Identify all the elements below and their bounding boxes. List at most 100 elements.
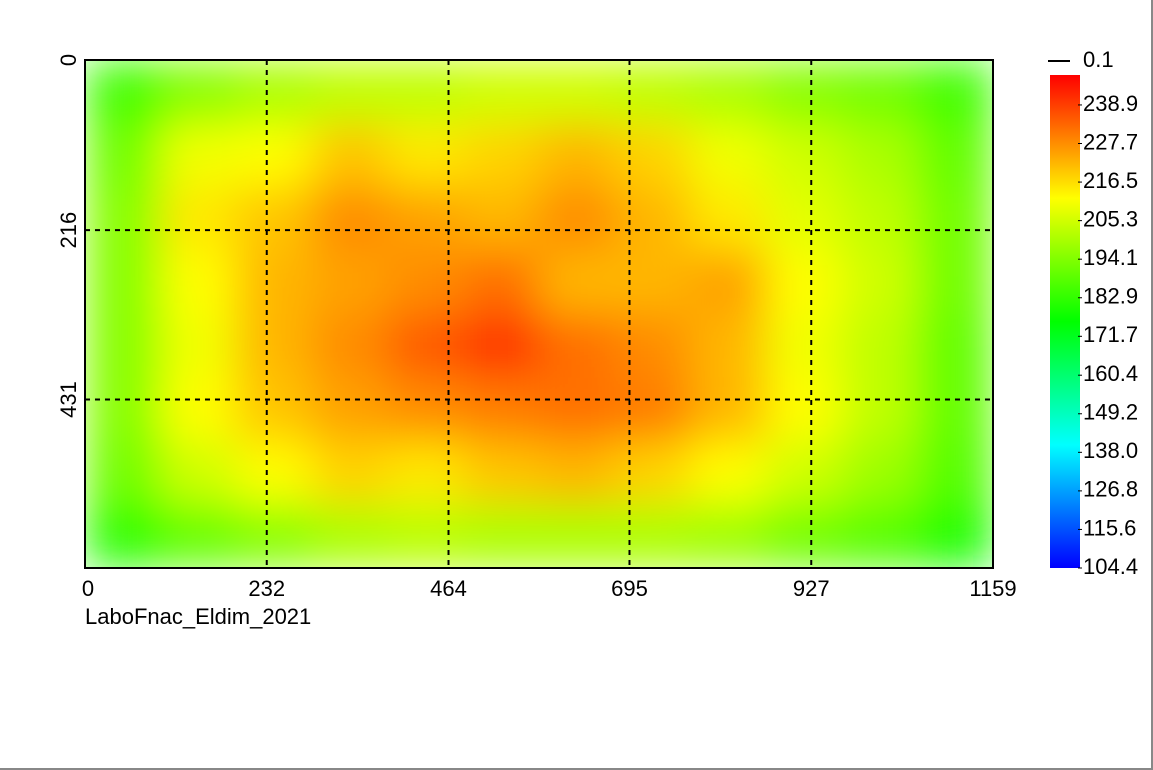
colorbar-tick-label: 149.2 [1083, 400, 1138, 425]
x-tick-label: 0 [82, 576, 94, 601]
heat-cell [614, 60, 691, 124]
heat-cell [463, 377, 540, 442]
heat-cell [690, 314, 767, 378]
heat-cell [841, 187, 918, 251]
heat-cell [539, 250, 616, 315]
colorbar-tick-label: 160.4 [1083, 361, 1138, 386]
heat-cell [539, 504, 616, 568]
heat-cell [917, 123, 993, 188]
heat-cell [236, 441, 313, 505]
heat-cell [539, 123, 616, 188]
heat-cell [539, 187, 616, 251]
heat-cell [917, 60, 993, 124]
heat-cell [236, 314, 313, 378]
colorbar-tick-label: 115.6 [1083, 515, 1136, 540]
heat-cell [463, 250, 540, 315]
heat-cell [85, 187, 162, 251]
heat-cell [85, 377, 162, 442]
heat-cell [236, 377, 313, 442]
heat-cell [312, 187, 389, 251]
colorbar-tick-label: 227.7 [1083, 129, 1138, 154]
heat-cell [917, 504, 993, 568]
heat-cell [614, 504, 691, 568]
colorbar-tick-label: 238.9 [1083, 91, 1138, 116]
heat-cell [917, 187, 993, 251]
heat-cell [160, 187, 237, 251]
heat-cell [160, 60, 237, 124]
heatmap-cells [85, 60, 993, 568]
heat-cell [614, 441, 691, 505]
y-tick-label: 431 [56, 381, 81, 418]
heat-cell [690, 441, 767, 505]
heat-cell [236, 187, 313, 251]
heat-cell [766, 441, 843, 505]
heat-cell [690, 123, 767, 188]
heat-cell [387, 250, 464, 315]
heat-cell [160, 314, 237, 378]
heat-cell [690, 504, 767, 568]
heat-cell [312, 123, 389, 188]
heat-cell [85, 250, 162, 315]
heat-cell [766, 250, 843, 315]
heat-cell [387, 123, 464, 188]
heat-cell [917, 314, 993, 378]
heat-cell [841, 314, 918, 378]
heat-cell [463, 60, 540, 124]
colorbar-tick-label: 104.4 [1083, 554, 1138, 579]
heat-cell [312, 60, 389, 124]
heat-cell [387, 314, 464, 378]
heat-cell [614, 187, 691, 251]
contour-step: 0.1 [1083, 47, 1114, 72]
heat-cell [539, 60, 616, 124]
heat-cell [236, 504, 313, 568]
heat-cell [766, 314, 843, 378]
colorbar-tick-label: 216.5 [1083, 168, 1138, 193]
colorbar-tick-label: 182.9 [1083, 284, 1138, 309]
heat-cell [539, 441, 616, 505]
colorbar-tick-label: 205.3 [1083, 206, 1138, 231]
heat-cell [841, 250, 918, 315]
heat-cell [766, 187, 843, 251]
heat-cell [690, 60, 767, 124]
x-tick-label: 464 [430, 576, 467, 601]
heat-cell [312, 377, 389, 442]
heat-cell [917, 441, 993, 505]
heat-cell [387, 377, 464, 442]
heat-cell [917, 250, 993, 315]
heat-cell [160, 441, 237, 505]
heat-cell [690, 250, 767, 315]
heat-cell [236, 123, 313, 188]
heat-cell [312, 441, 389, 505]
heat-cell [539, 314, 616, 378]
heat-cell [841, 504, 918, 568]
heat-cell [463, 187, 540, 251]
heat-cell [614, 123, 691, 188]
heat-cell [917, 377, 993, 442]
heat-cell [614, 250, 691, 315]
heat-cell [85, 504, 162, 568]
heat-cell [312, 250, 389, 315]
heat-cell [539, 377, 616, 442]
heat-cell [463, 504, 540, 568]
colorbar-tick-label: 171.7 [1083, 322, 1138, 347]
heat-cell [160, 504, 237, 568]
heat-cell [85, 441, 162, 505]
y-tick-label: 0 [56, 54, 81, 66]
heat-cell [236, 250, 313, 315]
heat-cell [387, 504, 464, 568]
heat-cell [236, 60, 313, 124]
heat-cell [160, 250, 237, 315]
heat-cell [160, 123, 237, 188]
heat-cell [841, 60, 918, 124]
colorbar [1050, 75, 1080, 568]
heat-cell [690, 187, 767, 251]
x-tick-label: 927 [793, 576, 830, 601]
heat-cell [766, 377, 843, 442]
y-tick-label: 216 [56, 212, 81, 249]
heat-cell [312, 504, 389, 568]
plot-frame [84, 59, 994, 569]
colorbar-tick-label: 138.0 [1083, 438, 1138, 463]
heat-cell [766, 504, 843, 568]
